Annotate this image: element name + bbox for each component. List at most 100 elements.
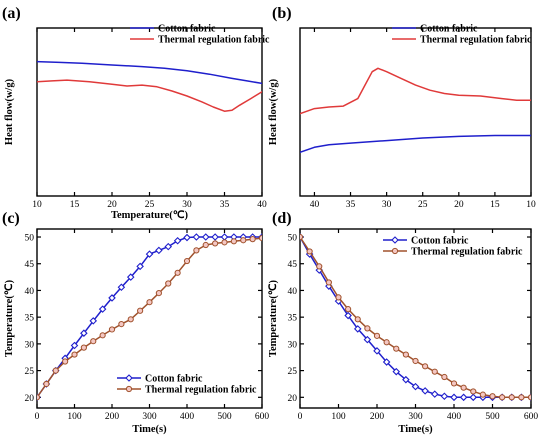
legend-label: Cotton fabric: [145, 374, 203, 385]
x-tick-label: 100: [67, 412, 82, 422]
y-axis-label: Temperature(℃): [267, 279, 279, 357]
x-tick-label: 30: [382, 200, 392, 210]
data-point: [71, 351, 78, 358]
data-point: [402, 375, 410, 384]
data-point: [450, 393, 458, 402]
data-point: [392, 367, 401, 376]
data-point: [70, 341, 79, 350]
legend-entry: Cotton fabric: [117, 374, 203, 385]
data-point: [146, 299, 153, 306]
chart-panel-3: (c) 0 100 200 300 400 500 600 20 25 30 35 40 45 50 Time…: [2, 210, 269, 435]
data-point: [430, 390, 439, 398]
x-tick-label: 400: [447, 412, 462, 422]
data-point: [220, 233, 229, 241]
chart-panel-4: (d) 0 100 200 300 400 500 600 20 25 30 35 40 45 50 Time…: [267, 210, 538, 435]
data-point: [316, 263, 323, 270]
series-cotton: [300, 233, 531, 402]
data-point: [383, 339, 390, 346]
y-tick-label: 25: [25, 367, 35, 377]
series-line: [37, 60, 262, 85]
series-thermal: [300, 233, 531, 401]
data-point: [373, 347, 381, 355]
x-tick-label: 0: [298, 412, 303, 422]
y-tick-label: 45: [288, 260, 298, 270]
x-tick-label: 500: [217, 412, 232, 422]
legend-entry: Cotton fabric: [383, 236, 469, 247]
data-point: [344, 311, 352, 320]
data-point: [325, 279, 332, 286]
legend-marker: [125, 374, 133, 382]
x-tick-label: 35: [220, 200, 230, 210]
x-axis-label: Temperature(℃): [111, 209, 189, 221]
data-point: [354, 316, 361, 323]
data-point: [99, 332, 106, 339]
data-point: [127, 316, 134, 323]
y-tick-label: 30: [288, 340, 298, 350]
data-point: [345, 306, 352, 313]
y-axis-label: Heat flow(w/g): [268, 78, 279, 145]
data-point: [193, 247, 200, 254]
series-thermal: [37, 234, 262, 401]
y-tick-label: 50: [25, 234, 35, 244]
x-tick-label: 300: [142, 412, 157, 422]
x-tick-label: 600: [255, 412, 270, 422]
data-point: [411, 382, 420, 391]
data-point: [440, 392, 449, 401]
x-tick-label: 35: [346, 200, 356, 210]
data-point: [469, 393, 478, 402]
series-line: [300, 236, 531, 399]
x-tick-label: 10: [526, 200, 536, 210]
legend-label: Thermal regulation fabric: [145, 385, 257, 396]
legend-entry: Cotton fabric: [392, 24, 478, 35]
legend-entry: Thermal regulation fabric: [392, 35, 532, 46]
data-point: [155, 246, 163, 255]
data-point: [470, 388, 477, 395]
data-point: [174, 269, 181, 276]
x-axis-label: Time(s): [132, 424, 167, 435]
panel-label: (d): [272, 210, 292, 227]
y-tick-label: 30: [25, 340, 35, 350]
data-point: [137, 307, 144, 314]
y-tick-label: 35: [288, 314, 298, 324]
x-tick-label: 500: [485, 412, 500, 422]
legend-label: Cotton fabric: [158, 24, 216, 35]
legend-label: Thermal regulation fabric: [420, 35, 532, 46]
data-point: [183, 257, 191, 265]
panel-label: (a): [2, 5, 21, 22]
legend-entry: Cotton fabric: [130, 24, 216, 35]
x-tick-label: 200: [105, 412, 120, 422]
x-tick-label: 100: [331, 412, 346, 422]
data-point: [173, 236, 182, 245]
y-axis-label: Temperature(℃): [3, 279, 15, 357]
series-cotton: [37, 60, 262, 85]
data-point: [300, 233, 304, 241]
data-point: [459, 393, 468, 402]
data-point: [230, 238, 237, 245]
panel-label: (b): [272, 5, 292, 22]
legend-marker: [125, 385, 133, 393]
x-axis-label: Time(s): [398, 424, 433, 435]
data-point: [90, 338, 97, 345]
legend-label: Thermal regulation fabric: [158, 35, 270, 46]
data-point: [126, 273, 135, 281]
x-tick-label: 400: [180, 412, 195, 422]
data-point: [364, 325, 371, 332]
y-tick-label: 40: [288, 287, 298, 297]
chart-panel-2: (b) 40 35 30 25 20 15 10 Heat flow(w/g) Cotton fa…: [268, 5, 536, 210]
data-point: [518, 394, 525, 401]
data-point: [212, 240, 219, 247]
x-tick-label: 600: [524, 412, 539, 422]
data-point: [89, 317, 98, 325]
data-point: [221, 239, 228, 246]
data-point: [52, 367, 59, 374]
data-point: [98, 305, 107, 313]
x-tick-label: 30: [182, 200, 192, 210]
data-point: [422, 363, 429, 370]
x-tick-label: 15: [490, 200, 500, 210]
data-point: [306, 248, 313, 255]
series-line: [300, 236, 531, 399]
chart-panel-1: (a) 10 15 20 25 30 35 40 Temperature(℃) Heat flow…: [2, 5, 270, 221]
data-point: [441, 373, 448, 381]
data-point: [183, 233, 191, 242]
